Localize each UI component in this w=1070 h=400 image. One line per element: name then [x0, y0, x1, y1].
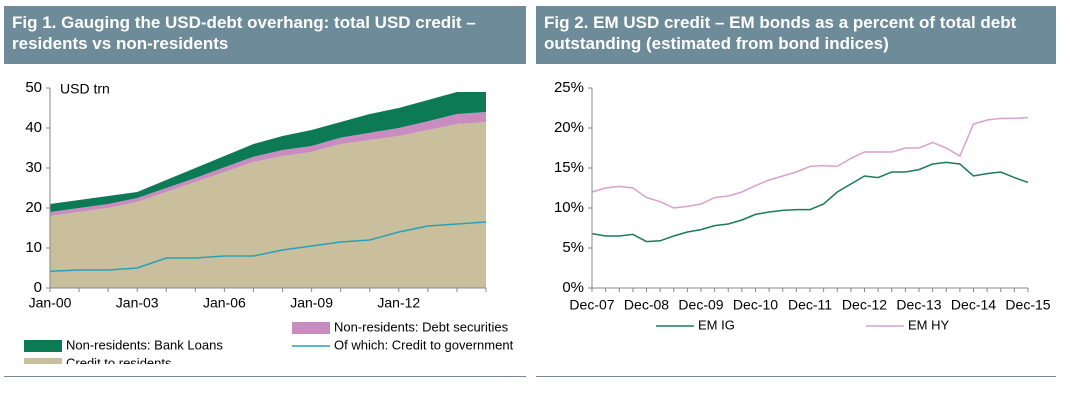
x-tick-label: Jan-00 [29, 295, 72, 311]
rule [536, 376, 1056, 377]
x-tick-label: Dec-08 [624, 297, 669, 313]
x-tick-label: Dec-09 [678, 297, 723, 313]
chart: 0 10 20 30 40 50 Jan-00 Jan-03 Jan-06 Jan-09 Jan-1… [24, 79, 514, 364]
y-tick-label: 40 [25, 119, 42, 136]
y-tick-label: 0 [34, 279, 42, 296]
line [49, 221, 487, 272]
legend-swatch [24, 358, 62, 364]
y-tick-label: 30 [25, 159, 42, 176]
x-tick-label: Dec-07 [569, 297, 614, 313]
y-unit: USD trn [60, 81, 110, 97]
x-tick-label: Jan-12 [377, 295, 420, 311]
panel: Fig 2. EM USD credit – EM bonds as a per… [536, 6, 1056, 376]
x-tick-label: Dec-10 [733, 297, 778, 313]
rule [4, 376, 526, 377]
legend-swatch [24, 340, 62, 352]
line [591, 116, 1029, 209]
x-tick-label: Dec-14 [951, 297, 996, 313]
legend-swatch [292, 322, 330, 334]
area [50, 92, 486, 212]
y-tick-label: 20 [25, 199, 42, 216]
y-tick-label: 5% [562, 239, 584, 256]
legend-label: Non-residents: Bank Loans [66, 337, 223, 352]
y-tick-label: 0% [562, 279, 584, 296]
legend-label: Credit to residents [66, 355, 172, 364]
x-tick-label: Dec-12 [842, 297, 887, 313]
legend-label: EM HY [908, 317, 950, 332]
y-tick-label: 20% [554, 119, 584, 136]
x-tick-label: Dec-15 [1005, 297, 1050, 313]
legend-label: Of which: Credit to government [334, 337, 514, 352]
area [50, 122, 486, 288]
x-tick-label: Jan-03 [116, 295, 159, 311]
y-tick-label: 10% [554, 199, 584, 216]
panel: Fig 1. Gauging the USD-debt overhang: to… [4, 6, 526, 376]
x-tick-label: Dec-13 [896, 297, 941, 313]
y-tick-label: 25% [554, 79, 584, 96]
area [50, 112, 486, 216]
y-tick-label: 10 [25, 239, 42, 256]
chart: 0% 5% 10% 15% 20% 25% Dec-07 Dec-08 Dec-09 Dec-10… [554, 79, 1051, 332]
legend-label: Non-residents: Debt securities [334, 319, 509, 334]
y-tick-label: 50 [25, 79, 42, 96]
legend-label: EM IG [698, 317, 735, 332]
x-tick-label: Dec-11 [788, 297, 832, 313]
y-tick-label: 15% [554, 159, 584, 176]
line [591, 161, 1029, 243]
chart-title: Fig 2. EM USD credit – EM bonds as a per… [536, 6, 1056, 64]
x-tick-label: Jan-06 [203, 295, 246, 311]
chart-title: Fig 1. Gauging the USD-debt overhang: to… [4, 6, 526, 64]
x-tick-label: Jan-09 [290, 295, 333, 311]
